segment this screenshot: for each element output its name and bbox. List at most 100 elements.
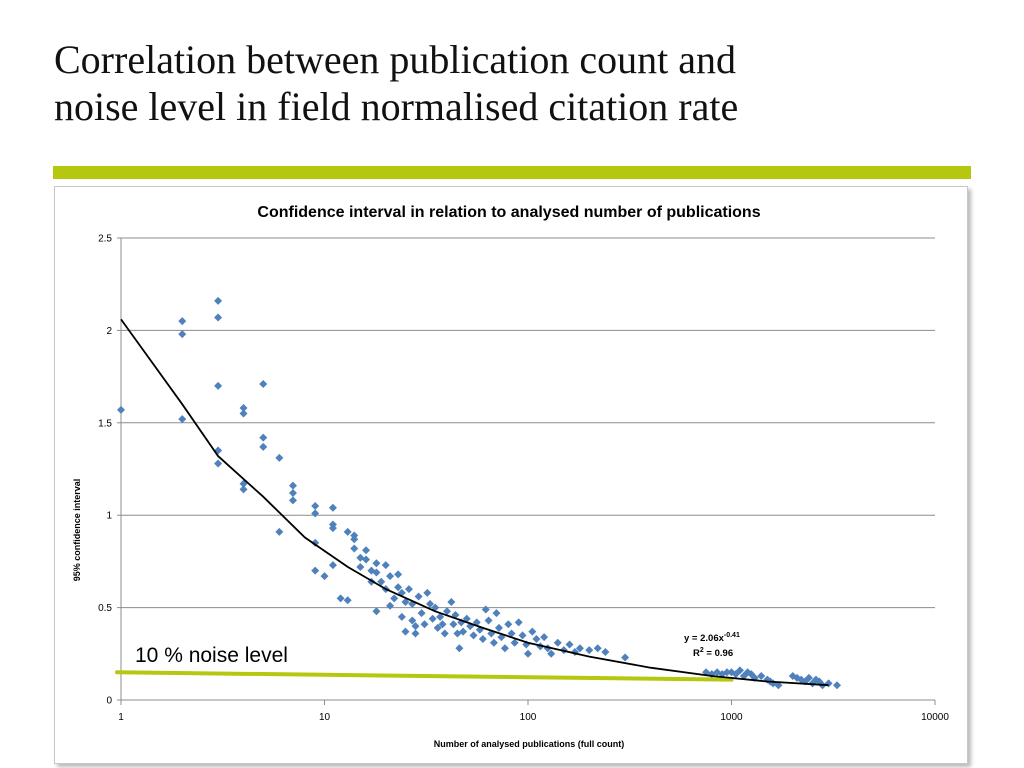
data-point (455, 644, 464, 653)
data-point (510, 638, 519, 647)
data-point (469, 631, 478, 640)
trendline (120, 318, 829, 687)
data-point (386, 572, 395, 581)
axes (117, 237, 936, 705)
data-point (433, 623, 442, 632)
data-point (575, 644, 584, 653)
data-point (311, 538, 320, 547)
data-point (428, 614, 437, 623)
data-point (426, 599, 435, 608)
data-point (494, 623, 503, 632)
data-point (401, 598, 410, 607)
data-point (440, 629, 449, 638)
data-point (343, 527, 352, 536)
data-point (472, 618, 481, 627)
data-point (239, 404, 248, 413)
data-point (815, 677, 824, 686)
data-point (288, 489, 297, 498)
data-point (311, 509, 320, 518)
noise-level-line-group (115, 670, 734, 682)
data-point (259, 433, 268, 442)
y-tick-label: 2 (106, 326, 112, 337)
data-point (518, 631, 527, 640)
data-point (404, 585, 413, 594)
data-point (774, 681, 783, 690)
data-point (343, 596, 352, 605)
data-point (565, 640, 574, 649)
data-point (362, 546, 371, 555)
data-point (397, 612, 406, 621)
data-point (824, 679, 833, 688)
trend-equation: y = 2.06x-0.41 (684, 632, 740, 644)
x-axis-label: Number of analysed publications (full co… (434, 739, 625, 749)
chart-title: Confidence interval in relation to analy… (257, 204, 760, 221)
y-tick-label: 2.5 (98, 234, 112, 245)
data-point (394, 583, 403, 592)
data-point (449, 620, 458, 629)
y-tick-label: 0 (106, 696, 112, 707)
data-point (214, 381, 223, 390)
data-point (239, 485, 248, 494)
data-point (239, 409, 248, 418)
data-point (397, 588, 406, 597)
data-point (481, 605, 490, 614)
data-point (507, 629, 516, 638)
data-point (350, 544, 359, 553)
y-tick-label: 1 (106, 511, 112, 522)
data-point (178, 415, 187, 424)
data-point (372, 607, 381, 616)
data-point (478, 635, 487, 644)
data-point (350, 535, 359, 544)
data-point (214, 313, 223, 322)
equation-exponent: -0.41 (724, 632, 740, 639)
y-tick-label: 0.5 (98, 603, 112, 614)
data-point (804, 673, 813, 682)
data-point (411, 622, 420, 631)
noise-level-label: 10 % noise level (135, 644, 288, 667)
data-point (735, 666, 744, 675)
data-point (484, 616, 493, 625)
data-point (372, 568, 381, 577)
data-point (492, 609, 501, 618)
y-axis-label: 95% confidence interval (72, 479, 82, 582)
data-point (417, 609, 426, 618)
noise-level-line (115, 670, 734, 682)
y-tick-label: 1.5 (98, 418, 112, 429)
data-point (420, 620, 429, 629)
data-point (178, 317, 187, 326)
data-point (401, 627, 410, 636)
r2-pre: R (693, 648, 700, 659)
data-point (320, 572, 329, 581)
data-point (504, 620, 513, 629)
data-point (547, 649, 556, 658)
data-point (328, 561, 337, 570)
tick-labels: 0 0.5 1 1.5 2 2.5 1 10 100 1000 10000 (98, 234, 949, 724)
data-point (489, 638, 498, 647)
data-point (356, 562, 365, 571)
r-squared: R2 = 0.96 (693, 647, 733, 659)
data-point (214, 459, 223, 468)
x-tick-label: 1000 (720, 712, 743, 723)
data-point (328, 503, 337, 512)
data-point (390, 594, 399, 603)
data-point (466, 622, 475, 631)
data-point (532, 635, 541, 644)
data-point (408, 616, 417, 625)
data-point (585, 646, 594, 655)
scatter-chart: Confidence interval in relation to analy… (72, 204, 949, 749)
data-point (459, 627, 468, 636)
data-point (414, 592, 423, 601)
r2-sup: 2 (700, 647, 704, 654)
data-point (336, 594, 345, 603)
data-point (593, 644, 602, 653)
data-point (288, 481, 297, 490)
data-point (743, 668, 752, 677)
data-point (553, 638, 562, 647)
gridlines (121, 237, 935, 609)
data-point (117, 405, 125, 414)
data-point (833, 681, 842, 690)
data-point (528, 627, 537, 636)
equation-base: y = 2.06x (684, 633, 725, 644)
data-points (117, 296, 842, 690)
r2-post: = 0.96 (704, 648, 733, 659)
